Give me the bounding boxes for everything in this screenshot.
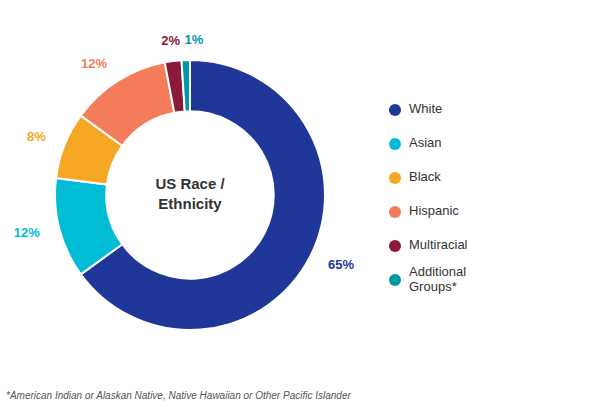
slice xyxy=(182,60,190,111)
legend-item: White xyxy=(389,101,442,116)
data-label: 8% xyxy=(27,129,46,144)
data-label: 2% xyxy=(161,33,180,48)
slices xyxy=(55,60,325,330)
legend-label: White xyxy=(409,101,442,116)
data-label: 12% xyxy=(81,56,107,71)
legend-swatch xyxy=(389,104,401,116)
legend-label: Asian xyxy=(409,135,442,150)
legend-item: Asian xyxy=(389,135,442,150)
legend-swatch xyxy=(389,274,401,286)
legend-label: AdditionalGroups* xyxy=(409,264,466,294)
slice xyxy=(81,62,175,145)
legend-swatch xyxy=(389,206,401,218)
legend-item: Hispanic xyxy=(389,203,459,218)
title: US Race /Ethnicity xyxy=(155,175,225,212)
legend-swatch xyxy=(389,240,401,252)
donut: US Race /Ethnicity 65% 12% 8% 12% 2% 1% xyxy=(14,32,355,330)
legend-label: Multiracial xyxy=(409,237,468,252)
legend-swatch xyxy=(389,138,401,150)
slice xyxy=(81,60,325,330)
legend-label: Black xyxy=(409,169,441,184)
slice xyxy=(55,178,122,274)
legend-label: Hispanic xyxy=(409,203,459,218)
data-label: 1% xyxy=(184,32,203,47)
legend-swatch xyxy=(389,172,401,184)
data-label: 12% xyxy=(14,225,40,240)
legend-item: Black xyxy=(389,169,441,184)
data-label: 65% xyxy=(328,257,354,272)
legend-item: AdditionalGroups* xyxy=(389,264,466,294)
chart-svg: US Race /Ethnicity 65% 12% 8% 12% 2% 1% White As… xyxy=(0,0,600,407)
footnote: *American Indian or Alaskan Native, Nati… xyxy=(6,390,351,401)
legend: White Asian Black Hispanic Multiracial Additi… xyxy=(389,101,468,294)
legend-item: Multiracial xyxy=(389,237,468,252)
